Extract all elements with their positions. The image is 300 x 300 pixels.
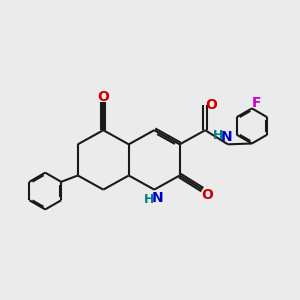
Text: H: H [144, 193, 154, 206]
Text: N: N [220, 130, 232, 144]
Text: O: O [206, 98, 218, 112]
Text: H: H [213, 129, 223, 142]
Text: F: F [251, 96, 261, 110]
Text: O: O [202, 188, 213, 202]
Text: O: O [98, 90, 109, 104]
Text: N: N [152, 190, 164, 205]
